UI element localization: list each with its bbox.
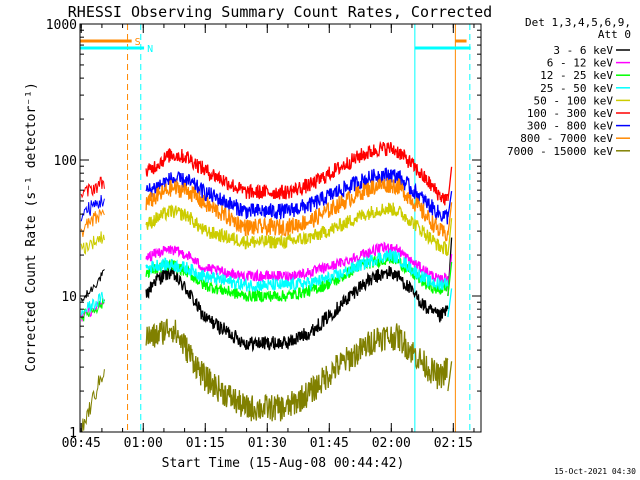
series-line-4 xyxy=(145,202,449,257)
series-line-start-6 xyxy=(80,194,105,222)
x-tick-label-4: 01:45 xyxy=(310,436,349,451)
legend-label-5: 100 - 300 keV xyxy=(527,107,613,120)
series-line-5 xyxy=(145,140,449,206)
series-line-end-3 xyxy=(447,288,453,318)
series-line-end-5 xyxy=(447,166,453,201)
series-line-6 xyxy=(145,167,449,225)
series-line-start-7 xyxy=(80,208,105,237)
chart-title: RHESSI Observing Summary Count Rates, Co… xyxy=(68,3,492,21)
series-line-8 xyxy=(145,318,449,422)
series-line-start-2 xyxy=(80,297,105,322)
x-tick-label-5: 02:00 xyxy=(372,436,411,451)
x-tick-label-6: 02:15 xyxy=(434,436,473,451)
series-line-start-8 xyxy=(81,369,105,433)
y-tick-label-3: 1000 xyxy=(46,18,77,33)
plot-area: SN xyxy=(80,24,471,433)
x-tick-label-2: 01:15 xyxy=(186,436,225,451)
y-axis-label: Corrected Count Rate (s⁻¹ detector⁻¹) xyxy=(24,82,39,372)
y-tick-label-1: 10 xyxy=(61,290,77,305)
legend-label-2: 12 - 25 keV xyxy=(540,69,613,82)
y-tick-label-2: 100 xyxy=(54,154,77,169)
series-line-start-4 xyxy=(80,231,105,255)
legend-header-line-1: Det 1,3,4,5,6,9, xyxy=(525,16,631,29)
series-line-end-6 xyxy=(447,191,453,218)
series-line-end-2 xyxy=(447,261,453,297)
x-tick-label-1: 01:00 xyxy=(124,436,163,451)
x-tick-label-3: 01:30 xyxy=(248,436,287,451)
y-tick-label-0: 1 xyxy=(69,426,77,441)
series-line-end-7 xyxy=(447,202,453,236)
legend-label-0: 3 - 6 keV xyxy=(553,44,613,57)
series-line-end-8 xyxy=(447,361,453,392)
series-line-7 xyxy=(145,177,449,242)
series-line-start-5 xyxy=(80,176,105,199)
legend-label-3: 25 - 50 keV xyxy=(540,82,613,95)
x-tick-label-0: 00:45 xyxy=(62,436,101,451)
legend-label-7: 800 - 7000 keV xyxy=(520,132,613,145)
flag-label-N: N xyxy=(147,44,153,55)
series-line-1 xyxy=(145,241,449,285)
footer-timestamp: 15-Oct-2021 04:30 xyxy=(554,467,636,476)
series-line-3 xyxy=(145,249,449,292)
x-axis-label: Start Time (15-Aug-08 00:44:42) xyxy=(162,456,405,471)
series-line-start-3 xyxy=(80,291,105,316)
flag-label-S: S xyxy=(135,37,141,48)
legend-label-8: 7000 - 15000 keV xyxy=(507,145,613,158)
legend-label-4: 50 - 100 keV xyxy=(534,94,614,107)
axes: 00:45 01:00 01:15 01:30 01:45 02:00 02:15 1 10 10… xyxy=(46,18,482,451)
series-line-0 xyxy=(145,265,449,353)
series-line-end-4 xyxy=(447,218,453,256)
legend-label-1: 6 - 12 keV xyxy=(547,57,614,70)
legend-header-line-2: Att 0 xyxy=(598,28,631,41)
plot-frame xyxy=(79,23,482,433)
legend-label-6: 300 - 800 keV xyxy=(527,120,613,133)
